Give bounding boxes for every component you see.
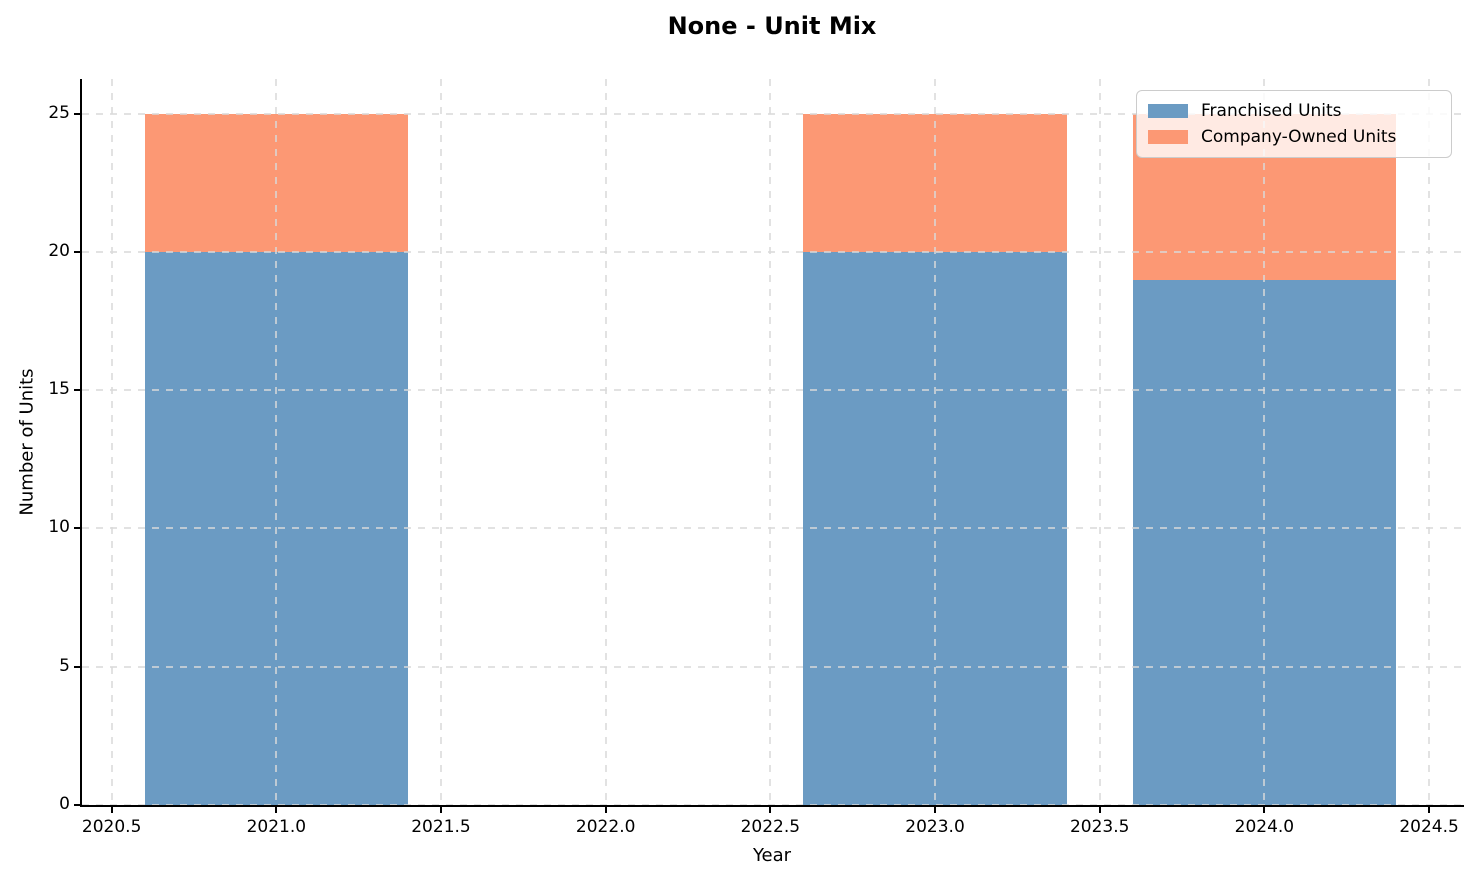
- legend-swatch: [1148, 130, 1188, 144]
- x-tick-label: 2021.5: [411, 817, 471, 837]
- legend-item: Company-Owned Units: [1148, 124, 1440, 150]
- legend-label: Company-Owned Units: [1201, 127, 1397, 147]
- gridline-vertical: [439, 79, 442, 805]
- x-tick-mark: [604, 805, 607, 813]
- x-tick-mark: [1098, 805, 1101, 813]
- x-tick-label: 2021.0: [246, 817, 307, 837]
- x-tick-mark: [769, 805, 772, 813]
- y-tick-mark: [74, 389, 82, 392]
- x-tick-label: 2023.0: [905, 817, 965, 837]
- gridline-vertical: [110, 79, 113, 805]
- gridline-vertical: [275, 79, 278, 805]
- legend-swatch: [1148, 104, 1188, 118]
- x-tick-mark: [1263, 805, 1266, 813]
- gridline-horizontal: [82, 665, 1462, 668]
- y-tick-mark: [74, 250, 82, 253]
- gridline-horizontal: [82, 804, 1462, 806]
- x-tick-label: 2023.5: [1069, 817, 1130, 837]
- gridline-vertical: [1098, 79, 1101, 805]
- gridline-vertical: [934, 79, 937, 805]
- legend-item: Franchised Units: [1148, 98, 1440, 124]
- gridline-horizontal: [82, 527, 1462, 530]
- gridline-horizontal: [82, 112, 1462, 115]
- y-tick-label: 5: [59, 655, 70, 676]
- y-axis-label: Number of Units: [16, 368, 38, 516]
- y-tick-label: 15: [48, 379, 70, 400]
- x-tick-mark: [934, 805, 937, 813]
- y-tick-label: 0: [59, 794, 70, 814]
- gridline-horizontal: [82, 389, 1462, 392]
- x-tick-mark: [275, 805, 278, 813]
- gridline-vertical: [1428, 79, 1431, 805]
- x-axis-label: Year: [752, 845, 792, 866]
- gridline-vertical: [604, 79, 607, 805]
- x-tick-label: 2020.5: [81, 817, 142, 837]
- x-tick-label: 2024.5: [1399, 817, 1459, 837]
- y-tick-mark: [74, 804, 82, 806]
- x-tick-mark: [1428, 805, 1431, 813]
- x-tick-mark: [110, 805, 113, 813]
- y-tick-mark: [74, 665, 82, 668]
- gridline-vertical: [769, 79, 772, 805]
- y-tick-mark: [74, 527, 82, 530]
- x-tick-label: 2022.0: [575, 817, 636, 837]
- chart-title: None - Unit Mix: [667, 12, 877, 40]
- x-tick-mark: [439, 805, 442, 813]
- x-tick-label: 2022.5: [740, 817, 801, 837]
- legend: Franchised Units Company-Owned Units: [1136, 90, 1452, 158]
- x-tick-label: 2024.0: [1234, 817, 1295, 837]
- y-tick-label: 25: [48, 102, 70, 123]
- legend-label: Franchised Units: [1201, 101, 1342, 121]
- gridline-horizontal: [82, 250, 1462, 253]
- gridline-vertical: [1263, 79, 1266, 805]
- y-tick-label: 20: [48, 240, 70, 261]
- y-tick-label: 10: [48, 517, 70, 538]
- y-tick-mark: [74, 112, 82, 115]
